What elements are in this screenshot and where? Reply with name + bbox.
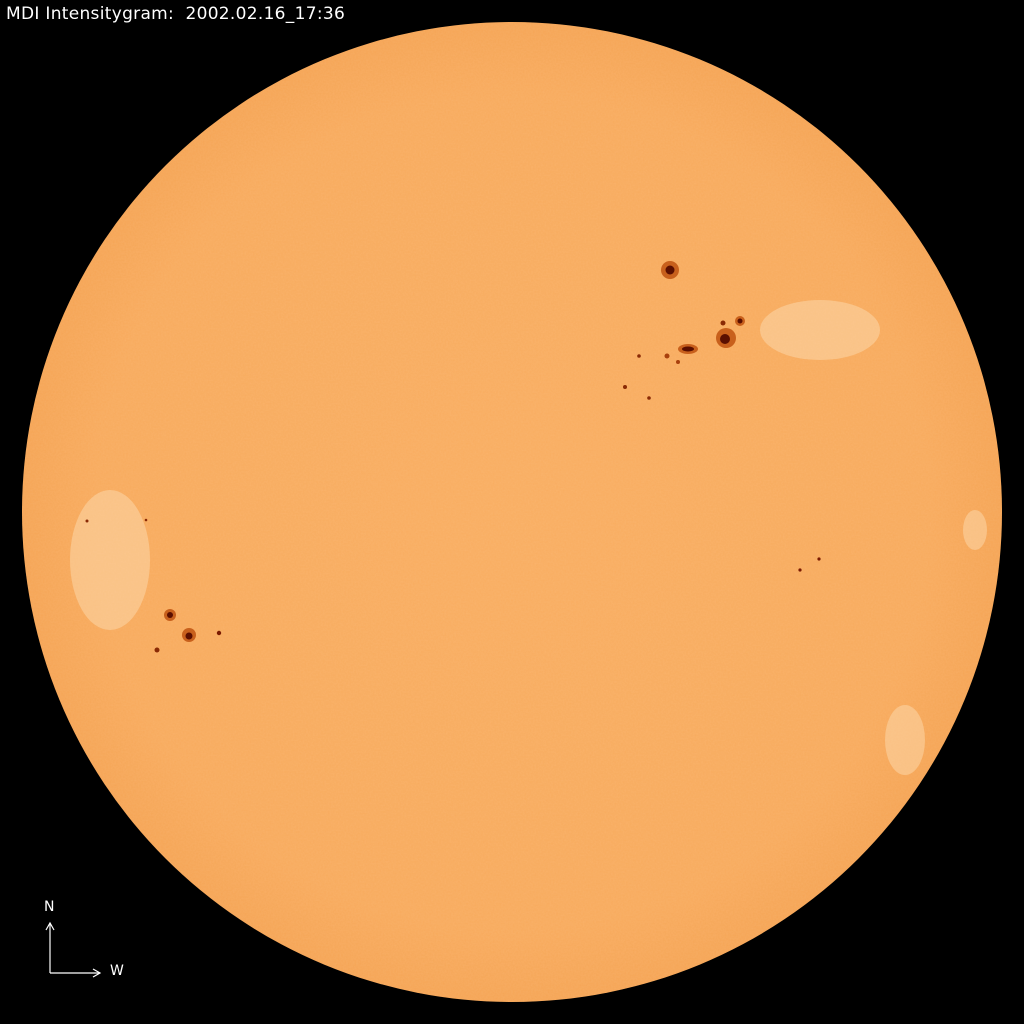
faculae	[70, 300, 987, 775]
compass	[45, 921, 102, 978]
sunspot-group-east	[85, 518, 222, 653]
sunspot-pair-west	[798, 557, 821, 572]
sunspot-group-northwest	[623, 261, 745, 400]
compass-west-label: W	[110, 963, 124, 979]
compass-north-label: N	[44, 899, 55, 915]
solar-granulation	[22, 22, 1002, 1002]
image-title: MDI Intensitygram: 2002.02.16_17:36	[6, 4, 346, 24]
